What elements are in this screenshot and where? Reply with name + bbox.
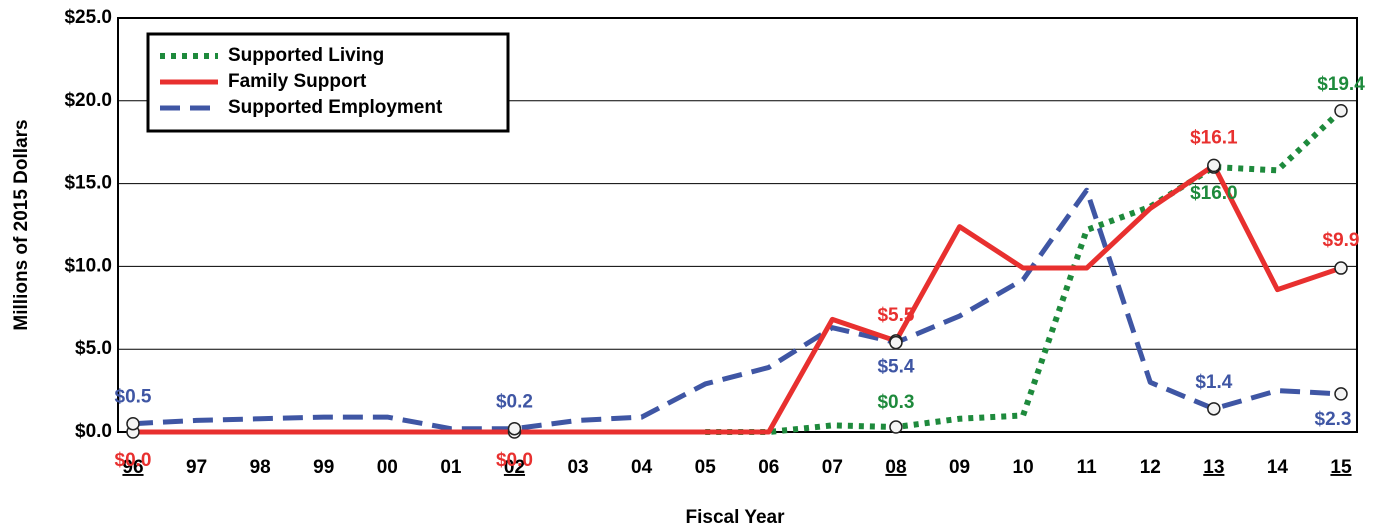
data-label: $5.4 (877, 357, 914, 378)
y-tick-label: $25.0 (64, 7, 112, 28)
point-marker (507, 421, 522, 436)
y-tick-label: $20.0 (64, 90, 112, 111)
x-tick-label: 04 (631, 457, 653, 478)
x-axis-label: Fiscal Year (686, 507, 786, 528)
point-marker (1207, 158, 1221, 173)
x-tick-label: 09 (949, 457, 970, 478)
data-label: $5.5 (877, 305, 914, 326)
x-tick-label: 00 (377, 457, 398, 478)
y-tick-label: $5.0 (75, 338, 112, 359)
series-line (132, 187, 1342, 432)
data-label: $19.4 (1317, 74, 1365, 95)
x-tick-label: 05 (695, 457, 717, 478)
x-tick-label: 11 (1077, 457, 1098, 478)
x-tick-label: 13 (1203, 457, 1224, 478)
y-tick-label: $10.0 (64, 255, 112, 276)
point-marker (889, 420, 903, 434)
data-label: $0.2 (496, 392, 533, 413)
point-marker (889, 335, 903, 350)
point-marker (1334, 103, 1348, 118)
series-line (133, 162, 1342, 435)
x-tick-label: 15 (1330, 457, 1352, 478)
data-label: $0.5 (115, 387, 152, 408)
data-label: $9.9 (1323, 230, 1360, 251)
data-label: $0.0 (115, 450, 152, 471)
x-tick-label: 10 (1013, 457, 1034, 478)
point-marker (1334, 387, 1348, 401)
legend-label: Supported Living (228, 45, 384, 66)
x-tick-label: 07 (822, 457, 843, 478)
x-tick-label: 98 (250, 457, 271, 478)
legend-label: Supported Employment (228, 97, 443, 118)
x-tick-label: 02 (504, 457, 525, 478)
point-marker (1207, 402, 1221, 416)
x-tick-label: 14 (1267, 457, 1289, 478)
x-tick-label: 06 (758, 457, 779, 478)
data-label: $2.3 (1315, 409, 1352, 430)
point-marker (1334, 261, 1348, 275)
y-tick-label: $15.0 (64, 173, 112, 194)
x-tick-label: 12 (1140, 457, 1161, 478)
x-tick-label: 03 (567, 457, 588, 478)
data-label: $16.1 (1190, 127, 1238, 148)
x-tick-label: 99 (313, 457, 334, 478)
legend: Supported Living Family Support Supported … (146, 32, 510, 133)
x-tick-label: 96 (122, 457, 143, 478)
point-marker (126, 416, 140, 431)
series-line (705, 108, 1344, 435)
y-axis-label: Millions of 2015 Dollars (11, 119, 32, 330)
x-tick-label: 08 (885, 457, 906, 478)
data-label: $1.4 (1195, 372, 1232, 393)
legend-label: Family Support (228, 71, 367, 92)
data-label: $0.0 (496, 450, 533, 471)
x-tick-label: 01 (440, 457, 462, 478)
x-tick-label: 97 (186, 457, 207, 478)
y-tick-label: $0.0 (75, 421, 112, 442)
data-label: $16.0 (1190, 183, 1238, 204)
data-label: $0.3 (877, 392, 914, 413)
